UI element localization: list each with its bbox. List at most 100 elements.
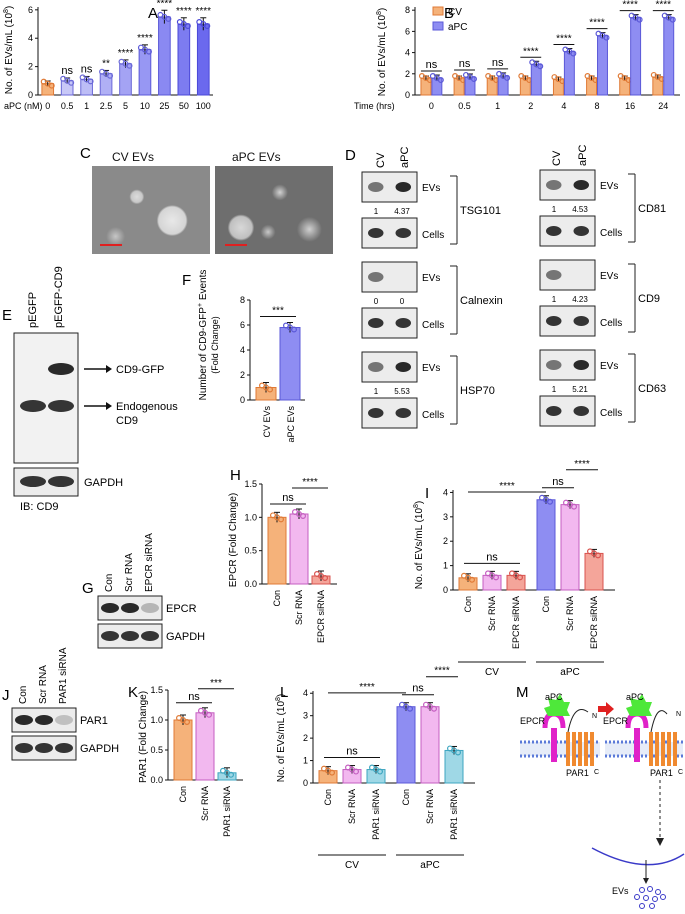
- blot-j-target-band: [15, 715, 33, 725]
- chart-h-significance: ****: [302, 477, 318, 488]
- apc-label: aPC: [626, 692, 644, 702]
- chart-b-point: [504, 74, 511, 81]
- blot-calnexin-evs-band: [368, 272, 384, 282]
- blot-quant: 1: [374, 207, 379, 216]
- apc-evs-label: aPC EVs: [232, 150, 281, 164]
- chart-a-x-tick-label: 10: [140, 101, 150, 111]
- chart-a-y-tick-label: 6: [28, 5, 33, 15]
- blot-j-target-band: [55, 715, 73, 725]
- arrow-head-icon: [106, 402, 112, 410]
- ev-particles: [634, 886, 666, 909]
- blot-cd9-cells-band: [573, 316, 589, 326]
- blot-j-gapdh-band: [55, 743, 73, 753]
- scale-bar: [100, 244, 122, 246]
- chart-a-significance: ****: [195, 6, 211, 17]
- chart-b-y-tick-label: 2: [405, 69, 410, 79]
- chart-l-point: [407, 705, 414, 712]
- chart-i-significance: ns: [552, 476, 564, 488]
- blot-hsp70-cells-label: Cells: [422, 410, 444, 421]
- n-terminus-label: N: [592, 713, 597, 720]
- blot-g-gapdh-band: [121, 631, 139, 641]
- blot-g-target-band: [101, 603, 119, 613]
- blot-quant: 5.53: [394, 387, 410, 396]
- blot-quant: 1: [374, 387, 379, 396]
- chart-l-y-tick-label: 0: [303, 778, 308, 788]
- blot-cd81-protein-label: CD81: [638, 203, 666, 215]
- chart-a-y-tick-label: 2: [28, 62, 33, 72]
- chart-a-point: [204, 23, 211, 30]
- gapdh-label: GAPDH: [84, 477, 123, 489]
- blot-g-gapdh-label: GAPDH: [166, 631, 205, 643]
- chart-h-point: [322, 574, 329, 581]
- arrow-head-icon: [106, 365, 112, 373]
- chart-a-significance: ns: [61, 65, 73, 77]
- cv-evs-label: CV EVs: [112, 150, 155, 164]
- blot-cd63-protein-label: CD63: [638, 383, 666, 395]
- epcr-label: EPCR: [520, 716, 546, 726]
- chart-i-x-tick-label: EPCR siRNA: [511, 596, 521, 649]
- chart-a-x-tick-label: 1: [84, 101, 89, 111]
- lane-label-apc: aPC: [577, 145, 589, 166]
- chart-i-x-tick-label: Scr RNA: [487, 596, 497, 631]
- chart-a-y-tick-label: 0: [28, 90, 33, 100]
- evs-label: EVs: [612, 886, 629, 896]
- chart-b-y-tick-label: 4: [405, 48, 410, 58]
- chart-h-x-tick-label: Con: [272, 590, 282, 607]
- chart-l-y-tick-label: 4: [303, 688, 308, 698]
- chart-i-x-tick-label: Con: [541, 596, 551, 613]
- blot-j-gapdh-label: GAPDH: [80, 743, 119, 755]
- chart-l-x-tick-label: Con: [323, 789, 333, 806]
- chart-b-ylabel: No. of EVs/mL (108): [376, 8, 388, 97]
- blot-cd63-cells-band: [546, 406, 562, 416]
- blot-cd63-evs-band: [546, 360, 562, 370]
- blot-hsp70-cells-band: [368, 408, 384, 418]
- chart-h-ylabel: EPCR (Fold Change): [228, 493, 239, 587]
- arrow-label-cd9: CD9: [116, 415, 138, 427]
- blot-g-target-band: [121, 603, 139, 613]
- chart-a-ylabel: No. of EVs/mL (108): [3, 6, 15, 95]
- arrow-label-endogenous: Endogenous: [116, 401, 178, 413]
- blot-j-target-label: PAR1: [80, 715, 108, 727]
- chart-i-significance: ****: [574, 459, 590, 470]
- chart-b-legend-swatch-apc: [432, 21, 444, 31]
- chart-l-significance: ns: [346, 746, 358, 758]
- chart-b-point: [437, 77, 444, 84]
- chart-a-x-tick-label: 100: [196, 101, 211, 111]
- chart-f-point: [267, 386, 274, 393]
- chart-b-y-tick-label: 0: [405, 90, 410, 100]
- chart-l-significance: ****: [359, 682, 375, 693]
- chart-a-point: [165, 15, 172, 22]
- chart-k-y-tick-label: 0.5: [150, 745, 163, 755]
- blot-calnexin-cells-band: [368, 318, 384, 328]
- chart-f-x-tick-label: CV EVs: [262, 406, 272, 438]
- chart-b-significance: ns: [426, 59, 438, 71]
- chart-l-group-label: CV: [345, 860, 359, 871]
- chart-i-ylabel: No. of EVs/mL (108): [413, 501, 425, 590]
- membrane-right: [605, 740, 683, 758]
- chart-l-significance: ****: [434, 666, 450, 677]
- chart-i-y-tick-label: 2: [443, 536, 448, 546]
- lane-label-j: Con: [18, 686, 29, 704]
- blot-quant: 0: [400, 297, 405, 306]
- blot-j-target-band: [35, 715, 53, 725]
- apc-label: aPC: [545, 692, 563, 702]
- chart-h-x-tick-label: Scr RNA: [294, 590, 304, 625]
- chart-i-group-label: CV: [485, 667, 499, 678]
- blot-quant: 4.37: [394, 207, 410, 216]
- chart-i-point: [469, 576, 476, 583]
- chart-b-y-tick-label: 8: [405, 5, 410, 15]
- chart-a-significance: ****: [118, 48, 134, 59]
- chart-i-significance: ****: [499, 481, 515, 492]
- chart-k-y-tick-label: 0.0: [150, 775, 163, 785]
- blot-gapdh-band: [48, 476, 74, 487]
- chart-h-x-tick-label: EPCR siRNA: [316, 590, 326, 643]
- blot-quant: 4.53: [572, 205, 588, 214]
- chart-b-significance: ****: [523, 46, 539, 57]
- chart-a-significance: ****: [137, 33, 153, 44]
- chart-a-point: [184, 23, 191, 30]
- par1-receptor: [566, 709, 677, 766]
- chart-b-significance: ns: [459, 58, 471, 70]
- chart-i-group-label: aPC: [560, 667, 579, 678]
- par1-label: PAR1: [650, 768, 673, 778]
- chart-b-point: [636, 16, 643, 23]
